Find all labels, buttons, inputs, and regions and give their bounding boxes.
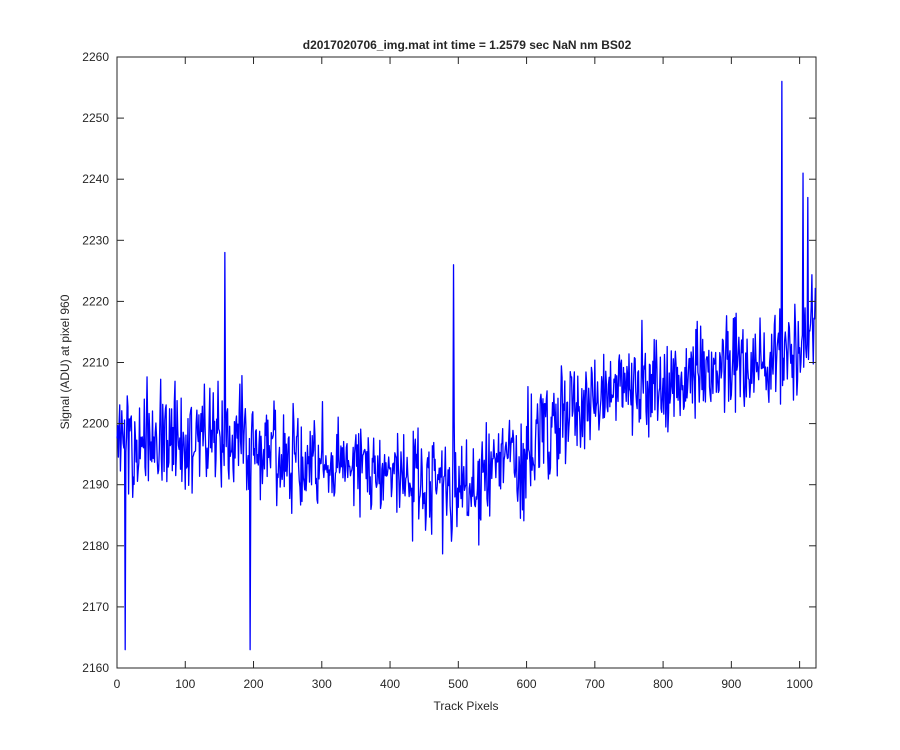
y-tick-label: 2180 bbox=[82, 539, 109, 553]
tick-layer: 0 100 200 300 400 500 600 700 800 900 1000 2160 2170… bbox=[82, 50, 816, 691]
data-layer bbox=[116, 80, 816, 651]
y-tick-label: 2190 bbox=[82, 478, 109, 492]
y-axis-label: Signal (ADU) at pixel 960 bbox=[58, 294, 72, 429]
x-tick-label: 0 bbox=[114, 677, 121, 691]
series-line-signal bbox=[116, 80, 816, 651]
x-tick-label: 700 bbox=[585, 677, 605, 691]
y-tick-label: 2170 bbox=[82, 600, 109, 614]
x-tick-label: 600 bbox=[517, 677, 537, 691]
x-tick-label: 300 bbox=[312, 677, 332, 691]
x-tick-label: 200 bbox=[244, 677, 264, 691]
y-tick-label: 2200 bbox=[82, 417, 109, 431]
x-tick-label: 800 bbox=[653, 677, 673, 691]
y-tick-label: 2210 bbox=[82, 356, 109, 370]
x-tick-label: 500 bbox=[448, 677, 468, 691]
chart-title: d2017020706_img.mat int time = 1.2579 se… bbox=[303, 38, 632, 52]
y-tick-label: 2230 bbox=[82, 233, 109, 247]
y-tick-label: 2160 bbox=[82, 661, 109, 675]
x-axis-label: Track Pixels bbox=[434, 699, 499, 713]
y-tick-label: 2250 bbox=[82, 111, 109, 125]
y-tick-label: 2220 bbox=[82, 294, 109, 308]
axes-box bbox=[116, 56, 817, 669]
x-tick-label: 1000 bbox=[786, 677, 813, 691]
x-tick-label: 400 bbox=[380, 677, 400, 691]
x-tick-label: 900 bbox=[721, 677, 741, 691]
x-tick-label: 100 bbox=[175, 677, 195, 691]
y-tick-label: 2260 bbox=[82, 50, 109, 64]
y-tick-label: 2240 bbox=[82, 172, 109, 186]
